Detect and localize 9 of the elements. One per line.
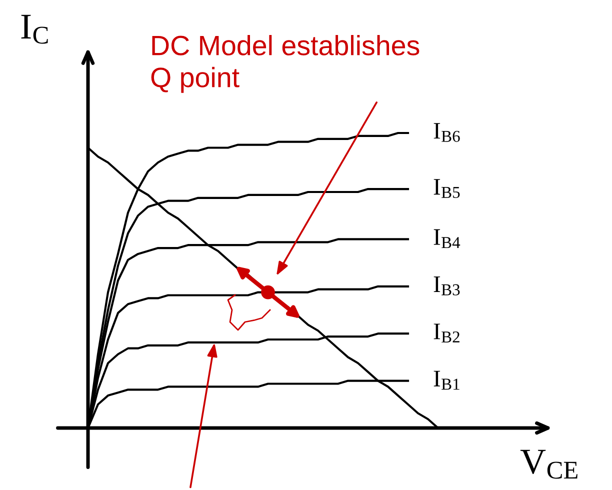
series-label: I$_{B6}$ (434, 123, 460, 142)
series-label: I$_{B2}$ (434, 324, 460, 342)
x-axis-title: V$_{CE}$ (520, 450, 578, 479)
series-label: I$_{B4}$ (434, 229, 460, 248)
text: DC Model establishes Q point (151, 35, 420, 93)
series-label: I$_{B5}$ (434, 179, 460, 198)
series-label: I$_{B3}$ (434, 276, 460, 296)
series-label: I$_{B1}$ (434, 370, 460, 390)
y-axis-title: I$_{C}$ (21, 14, 48, 44)
